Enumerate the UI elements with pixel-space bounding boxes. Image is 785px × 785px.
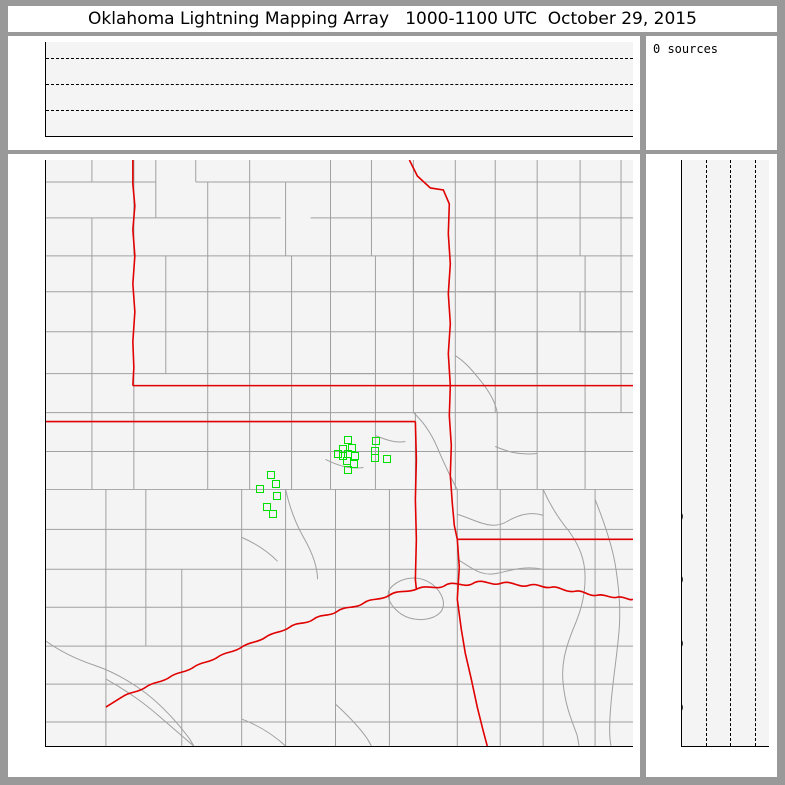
x-axis-tick-mark (467, 136, 468, 137)
gridline-vertical (730, 160, 732, 746)
gridline-vertical (706, 160, 708, 746)
x-axis-tick-mark (682, 746, 683, 747)
x-axis-tick-mark (403, 136, 404, 137)
plan-view-map-plot-area[interactable]: -400.0-300.0-200.0-100.00100.0200.0300.0… (45, 160, 633, 747)
y-axis-tick-mark (45, 261, 46, 262)
y-axis-tick-mark (681, 453, 682, 454)
x-axis-tick-mark (276, 136, 277, 137)
altitude-profile-plot-area[interactable]: -400.0-300.0-200.0-100.00100.0200.0300.0… (681, 160, 769, 747)
gridline-horizontal (46, 83, 633, 85)
x-axis-tick-mark (148, 746, 149, 747)
y-axis-tick-mark (45, 644, 46, 645)
y-axis-tick-mark (681, 389, 682, 390)
plan-view-map-panel: -400.0-300.0-200.0-100.00100.0200.0300.0… (8, 154, 640, 777)
x-axis-tick-mark (276, 746, 277, 747)
lightning-source-marker (269, 510, 278, 519)
x-axis-tick-mark (730, 746, 731, 747)
x-axis-tick-mark (531, 136, 532, 137)
x-axis-tick-mark (467, 746, 468, 747)
x-axis-tick-mark (340, 746, 341, 747)
y-axis-tick-label: -200.0 (682, 574, 683, 587)
title-bar: Oklahoma Lightning Mapping Array 1000-11… (8, 6, 777, 32)
source-count-panel: 0 sources (646, 36, 777, 150)
page-title: Oklahoma Lightning Mapping Array 1000-11… (88, 9, 697, 29)
lightning-source-marker (383, 455, 392, 464)
y-axis-tick-mark (45, 83, 46, 84)
lightning-source-marker (348, 443, 357, 452)
lightning-source-marker (334, 450, 343, 459)
y-axis-tick-mark (681, 261, 682, 262)
x-axis-tick-mark (595, 746, 596, 747)
state-boundaries-layer (46, 160, 633, 746)
y-axis-tick-label: -400.0 (682, 701, 683, 714)
x-axis-tick-mark (706, 746, 707, 747)
gridline-horizontal (46, 109, 633, 111)
lightning-source-marker (371, 436, 380, 445)
lightning-source-marker (263, 503, 272, 512)
y-axis-tick-mark (45, 707, 46, 708)
lightning-source-marker (370, 454, 379, 463)
x-axis-tick-mark (403, 746, 404, 747)
x-axis-tick-mark (212, 746, 213, 747)
time-height-panel: 05.010.015.0-400.0-300.0-200.0-100.00100… (8, 36, 640, 150)
lightning-source-marker (344, 465, 353, 474)
lightning-source-marker (272, 479, 281, 488)
y-axis-tick-mark (45, 453, 46, 454)
time-height-plot-area[interactable]: 05.010.015.0-400.0-300.0-200.0-100.00100… (45, 42, 633, 137)
y-axis-tick-mark (45, 136, 46, 137)
x-axis-tick-mark (595, 136, 596, 137)
county-boundaries-layer (46, 160, 633, 746)
y-axis-tick-label: -100.0 (682, 510, 683, 523)
gridline-vertical (754, 160, 756, 746)
altitude-profile-panel: -400.0-300.0-200.0-100.00100.0200.0300.0… (646, 154, 777, 777)
source-count-label: 0 sources (653, 42, 719, 56)
lightning-source-marker (343, 457, 352, 466)
gridline-horizontal (46, 57, 633, 59)
y-axis-tick-mark (681, 198, 682, 199)
x-axis-tick-mark (84, 136, 85, 137)
y-axis-tick-mark (45, 516, 46, 517)
x-axis-tick-mark (84, 746, 85, 747)
x-axis-tick-mark (340, 136, 341, 137)
y-axis-tick-mark (45, 109, 46, 110)
y-axis-tick-mark (45, 198, 46, 199)
lightning-source-marker (338, 452, 347, 461)
lightning-source-marker (272, 491, 281, 500)
lightning-source-marker (350, 452, 359, 461)
x-axis-tick-mark (212, 136, 213, 137)
y-axis-tick-label: -300.0 (682, 638, 683, 651)
x-axis-tick-mark (755, 746, 756, 747)
y-axis-tick-mark (681, 325, 682, 326)
x-axis-tick-mark (531, 746, 532, 747)
y-axis-tick-mark (45, 580, 46, 581)
map-geography-layer (46, 160, 633, 746)
lightning-source-marker (344, 435, 353, 444)
lightning-source-marker (267, 470, 276, 479)
x-axis-tick-mark (148, 136, 149, 137)
lightning-source-marker (256, 484, 265, 493)
y-axis-tick-mark (45, 57, 46, 58)
y-axis-tick-mark (45, 325, 46, 326)
y-axis-tick-mark (45, 389, 46, 390)
